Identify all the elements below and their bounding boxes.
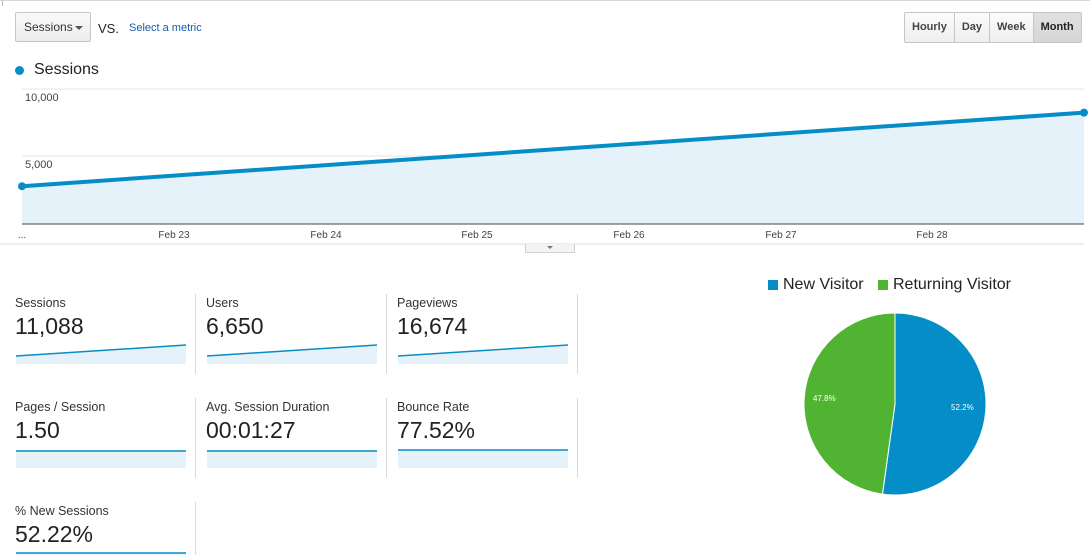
visitor-type-pie-chart: 52.2% 47.8% xyxy=(802,311,988,497)
sparkline xyxy=(16,344,186,364)
x-tick-label: Feb 27 xyxy=(765,230,797,241)
sparkline-line xyxy=(16,344,186,357)
card-divider xyxy=(577,294,578,374)
data-point-start[interactable] xyxy=(18,182,26,191)
card-divider xyxy=(386,294,387,374)
pie-slice-new-visitor[interactable] xyxy=(881,312,987,496)
scorecard-pageviews[interactable]: Pageviews 16,674 xyxy=(397,296,577,376)
top-border xyxy=(0,0,1090,1)
y-tick-label: 5,000 xyxy=(25,159,53,171)
scorecard-bounce-rate[interactable]: Bounce Rate 77.52% xyxy=(397,400,577,480)
scorecard-value: 52.22% xyxy=(15,521,94,547)
sessions-area xyxy=(22,112,1084,224)
hourly-button[interactable]: Hourly xyxy=(904,12,955,43)
card-divider xyxy=(195,398,196,478)
returning-visitor-legend-swatch xyxy=(878,280,888,290)
pie-slice-label-returning-visitor: 47.8% xyxy=(813,394,836,403)
pie-slice-label-new-visitor: 52.2% xyxy=(951,403,974,412)
x-tick-label: Feb 28 xyxy=(916,230,948,241)
sessions-series-line xyxy=(21,110,1085,189)
y-tick-label: 10,000 xyxy=(25,92,59,104)
sessions-legend-dot xyxy=(15,66,24,75)
chart-collapse-handle[interactable] xyxy=(525,244,575,253)
scorecard-avg-session-duration[interactable]: Avg. Session Duration 00:01:27 xyxy=(206,400,386,480)
scorecard-title: Users xyxy=(206,296,239,310)
scorecard-value: 1.50 xyxy=(15,417,60,443)
x-tick-label: Feb 25 xyxy=(461,230,493,241)
sparkline-line xyxy=(207,344,377,357)
metric-select-value: Sessions xyxy=(24,20,73,34)
scorecard-sessions[interactable]: Sessions 11,088 xyxy=(15,296,195,376)
x-tick-label: Feb 23 xyxy=(158,230,190,241)
card-divider xyxy=(195,502,196,555)
pie-svg xyxy=(803,312,987,496)
sparkline xyxy=(207,344,377,364)
scorecard-pages-per-session[interactable]: Pages / Session 1.50 xyxy=(15,400,195,480)
scorecard-value: 11,088 xyxy=(15,313,84,339)
scorecard-value: 00:01:27 xyxy=(206,417,296,443)
x-tick-label: Feb 26 xyxy=(613,230,645,241)
granularity-buttons: Hourly Day Week Month xyxy=(904,12,1082,43)
sparkline xyxy=(16,450,186,468)
scorecard-title: % New Sessions xyxy=(15,504,109,518)
sparkline-area xyxy=(207,451,377,468)
sessions-legend-label: Sessions xyxy=(34,61,99,78)
card-divider xyxy=(195,294,196,374)
sparkline-area xyxy=(207,345,377,364)
sparkline xyxy=(398,449,568,468)
vs-label: VS. xyxy=(98,21,119,36)
sparkline xyxy=(207,450,377,468)
sessions-line-chart xyxy=(0,88,1088,245)
scorecard-value: 6,650 xyxy=(206,313,264,339)
week-button[interactable]: Week xyxy=(989,12,1034,43)
sparkline-line xyxy=(398,344,568,357)
sparkline-area xyxy=(398,345,568,364)
chevron-down-icon xyxy=(75,26,83,30)
pie-slice-returning-visitor[interactable] xyxy=(803,312,896,495)
sparkline xyxy=(16,552,186,555)
x-tick-label: Feb 24 xyxy=(310,230,342,241)
scorecard-title: Avg. Session Duration xyxy=(206,400,330,414)
x-tick-label: ... xyxy=(17,230,27,241)
metric-select[interactable]: Sessions xyxy=(15,12,91,42)
data-point-end[interactable] xyxy=(1080,108,1088,117)
scorecard-value: 77.52% xyxy=(397,417,476,443)
scorecard-new-sessions[interactable]: % New Sessions 52.22% xyxy=(15,504,195,555)
scorecard-value: 16,674 xyxy=(397,313,468,339)
scorecard-title: Pages / Session xyxy=(15,400,106,414)
scorecard-title: Sessions xyxy=(15,296,66,310)
new-visitor-legend-swatch xyxy=(768,280,778,290)
day-button[interactable]: Day xyxy=(953,12,991,43)
sparkline-area xyxy=(16,451,186,468)
scorecard-title: Pageviews xyxy=(397,296,458,310)
card-divider xyxy=(386,398,387,478)
sparkline xyxy=(398,344,568,364)
top-border-tick xyxy=(2,0,3,6)
scorecard-title: Bounce Rate xyxy=(397,400,470,414)
card-divider xyxy=(577,398,578,478)
month-button[interactable]: Month xyxy=(1032,12,1082,43)
scorecard-users[interactable]: Users 6,650 xyxy=(206,296,386,376)
returning-visitor-legend-label[interactable]: Returning Visitor xyxy=(893,276,1011,293)
sparkline-area xyxy=(16,345,186,364)
sparkline-area xyxy=(398,450,568,468)
select-metric-link[interactable]: Select a metric xyxy=(129,22,202,34)
new-visitor-legend-label[interactable]: New Visitor xyxy=(783,276,864,293)
